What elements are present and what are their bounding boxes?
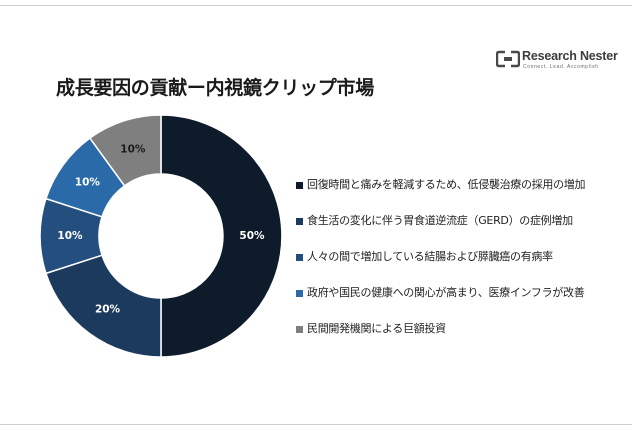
legend-item-0: 回復時間と痛みを軽減するため、低侵襲治療の採用の増加 bbox=[296, 176, 626, 212]
legend-label-0: 回復時間と痛みを軽減するため、低侵襲治療の採用の増加 bbox=[307, 178, 586, 191]
slice-value-label-1: 20% bbox=[95, 304, 121, 316]
legend-label-1: 食生活の変化に伴う胃食道逆流症（GERD）の症例増加 bbox=[307, 214, 573, 227]
slice-value-label-4: 10% bbox=[120, 143, 146, 155]
legend-item-3: 政府や国民の健康への関心が高まり、医療インフラが改善 bbox=[296, 284, 626, 320]
slice-value-label-2: 10% bbox=[57, 230, 83, 242]
slice-value-label-3: 10% bbox=[75, 177, 101, 189]
logo-mark-icon bbox=[496, 50, 520, 68]
donut-slice-0 bbox=[160, 114, 283, 358]
donut-slice-1 bbox=[44, 254, 162, 358]
chart-legend: 回復時間と痛みを軽減するため、低侵襲治療の採用の増加 食生活の変化に伴う胃食道逆流… bbox=[296, 176, 626, 356]
legend-swatch-4 bbox=[296, 326, 303, 333]
logo-tagline: Connect. Lead. Accomplish bbox=[523, 64, 599, 70]
legend-item-4: 民間開発機関による巨額投資 bbox=[296, 320, 626, 356]
research-nester-logo: Research Nester Connect. Lead. Accomplis… bbox=[496, 48, 618, 74]
legend-label-4: 民間開発機関による巨額投資 bbox=[307, 322, 446, 335]
slice-value-label-0: 50% bbox=[239, 230, 265, 242]
legend-label-3: 政府や国民の健康への関心が高まり、医療インフラが改善 bbox=[307, 286, 585, 299]
legend-swatch-0 bbox=[296, 182, 303, 189]
bottom-border bbox=[0, 424, 632, 425]
legend-item-1: 食生活の変化に伴う胃食道逆流症（GERD）の症例増加 bbox=[296, 212, 626, 248]
legend-swatch-2 bbox=[296, 254, 303, 261]
legend-label-2: 人々の間で増加している結腸および膵臓癌の有病率 bbox=[307, 250, 553, 263]
legend-item-2: 人々の間で増加している結腸および膵臓癌の有病率 bbox=[296, 248, 626, 284]
chart-title: 成長要因の貢献ー内視鏡クリップ市場 bbox=[56, 77, 374, 99]
donut-slice-4 bbox=[88, 114, 162, 187]
legend-swatch-3 bbox=[296, 290, 303, 297]
top-border bbox=[0, 5, 632, 6]
legend-swatch-1 bbox=[296, 218, 303, 225]
logo-name: Research Nester bbox=[522, 49, 618, 63]
